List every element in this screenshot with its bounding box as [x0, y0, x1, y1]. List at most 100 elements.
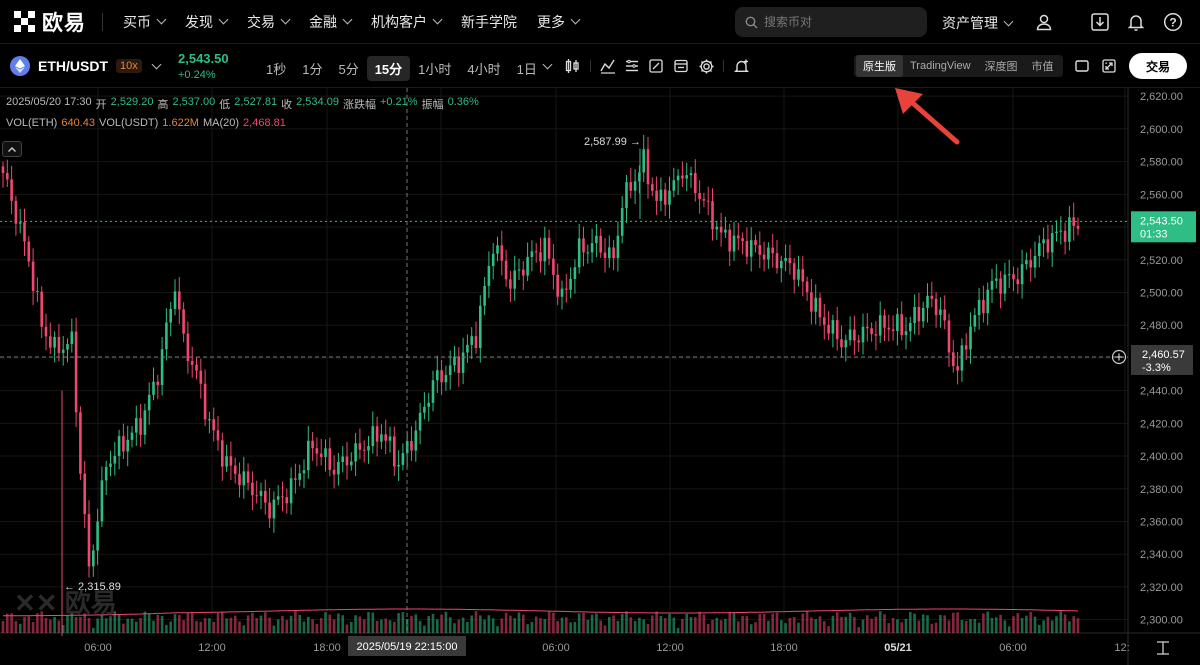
volume-bar [1033, 616, 1037, 633]
price-alert-icon[interactable] [732, 57, 750, 75]
candle-body [749, 240, 753, 257]
volume-bar [659, 615, 663, 633]
volume-bar [969, 619, 972, 633]
volume-bar [513, 618, 516, 633]
download-icon[interactable] [1089, 11, 1111, 33]
nav-item-3[interactable]: 金融 [299, 12, 361, 32]
volume-bar [827, 626, 830, 633]
interval-tab[interactable]: 1日 [516, 62, 537, 77]
volume-bar [702, 614, 706, 633]
interval-dropdown-chevron-icon[interactable] [537, 57, 555, 75]
volume-bar [775, 612, 779, 633]
search-input[interactable] [764, 15, 914, 29]
candle-body [900, 314, 903, 336]
drawing-tool-icon[interactable] [647, 57, 665, 75]
candlestick-chart[interactable]: 2,620.002,600.002,580.002,560.002,540.00… [0, 88, 1200, 665]
candle-body [805, 281, 809, 293]
x-tick-label: 12:00 [198, 642, 226, 654]
collapse-legend-button[interactable] [2, 141, 22, 157]
search-box[interactable] [735, 7, 927, 37]
candle-body [702, 198, 706, 201]
logo[interactable]: 欧易 [14, 7, 86, 37]
candle-body [1076, 225, 1080, 229]
y-tick-label: 2,520.00 [1140, 255, 1183, 267]
interval-selector: 1秒 1分 5分 15分 1小时 4小时 1日 [258, 56, 545, 81]
settings-list-icon[interactable] [623, 57, 641, 75]
volume-bar [182, 620, 185, 633]
trade-button[interactable]: 交易 [1129, 53, 1187, 79]
view-option[interactable]: 市值 [1031, 61, 1054, 73]
volume-bar [341, 615, 344, 633]
volume-bar [590, 614, 594, 633]
volume-bar [57, 620, 61, 633]
y-tick-label: 2,480.00 [1140, 320, 1183, 332]
volume-bar [70, 611, 74, 633]
candle-body [754, 240, 757, 246]
volume-bar [491, 618, 495, 633]
layout-icon[interactable] [1073, 57, 1091, 75]
candle-body [70, 331, 74, 345]
candle-body [285, 497, 289, 504]
fullscreen-icon[interactable] [1100, 57, 1118, 75]
candle-body [659, 189, 663, 201]
candle-body [737, 235, 740, 239]
interval-tab[interactable]: 5分 [338, 62, 359, 77]
candle-body [797, 269, 800, 280]
volume-bar [612, 615, 615, 633]
volume-bar [1025, 615, 1028, 633]
template-icon[interactable] [672, 57, 690, 75]
nav-item-4[interactable]: 机构客户 [361, 12, 451, 32]
view-option[interactable]: 深度图 [984, 61, 1018, 73]
candle-body [681, 175, 684, 179]
indicator-icon[interactable] [599, 57, 617, 75]
nav-item-5[interactable]: 新手学院 [451, 12, 527, 32]
interval-tab[interactable]: 1分 [302, 62, 323, 77]
nav-item-6[interactable]: 更多 [527, 12, 589, 32]
candle-body [79, 412, 82, 474]
interval-tab[interactable]: 15分 [366, 56, 411, 81]
interval-tab[interactable]: 4小时 [467, 62, 501, 77]
candle-body [276, 496, 280, 500]
nav-item-0[interactable]: 买币 [113, 12, 175, 32]
view-option[interactable]: TradingView [910, 60, 971, 72]
chevron-down-icon [1003, 16, 1014, 26]
chart-area[interactable]: 2,620.002,600.002,580.002,560.002,540.00… [0, 88, 1200, 665]
candle-type-icon[interactable] [563, 57, 581, 75]
user-icon[interactable] [1033, 11, 1055, 33]
volume-bar [577, 613, 581, 633]
candle-body [483, 285, 486, 306]
candle-body [246, 471, 250, 483]
volume-bar [887, 623, 891, 633]
volume-bar [814, 619, 817, 633]
volume-bar [943, 615, 946, 633]
volume-bar [212, 621, 215, 633]
view-option[interactable]: 原生版 [856, 55, 903, 77]
gear-icon[interactable] [697, 57, 715, 75]
pair-selector[interactable]: ETH/USDT 10x [10, 56, 162, 76]
volume-bar [53, 617, 56, 633]
volume-bar [135, 621, 138, 633]
volume-bar [1020, 618, 1024, 633]
chevron-down-icon [570, 14, 581, 25]
bell-icon[interactable] [1125, 11, 1147, 33]
candle-body [453, 356, 456, 366]
nav-item-1[interactable]: 发现 [175, 12, 237, 32]
candle-body [1042, 239, 1045, 244]
candle-body [921, 307, 925, 322]
candle-body [999, 278, 1002, 294]
interval-tab[interactable]: 1秒 [266, 62, 287, 77]
assets-menu[interactable]: 资产管理 [942, 13, 1014, 33]
volume-bar [221, 611, 224, 633]
help-icon[interactable]: ? [1162, 11, 1184, 33]
volume-bar [350, 622, 353, 633]
candle-body [1025, 260, 1028, 265]
nav-item-2[interactable]: 交易 [237, 12, 299, 32]
x-tick-label: 12:00 [656, 642, 684, 654]
vol-eth-value: 640.43 [61, 117, 95, 129]
volume-ma-line [3, 608, 1079, 617]
candle-body [242, 471, 246, 486]
volume-bar [272, 625, 276, 633]
chart-toolbar: ETH/USDT 10x 2,543.50 +0.24% 1秒 1分 5分 15分 1小… [0, 44, 1200, 88]
volume-bar [276, 619, 280, 633]
interval-tab[interactable]: 1小时 [418, 62, 452, 77]
